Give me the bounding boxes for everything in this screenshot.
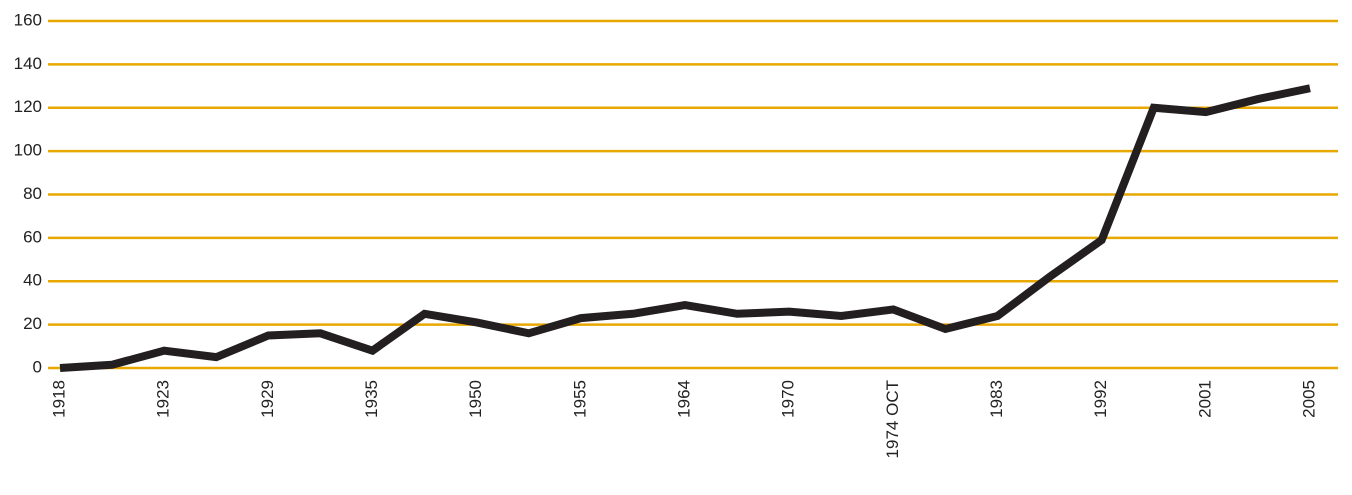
- y-tick-label: 0: [33, 357, 42, 376]
- y-tick-label: 20: [23, 314, 42, 333]
- x-tick-label: 1923: [154, 380, 173, 418]
- x-tick-label: 1983: [987, 380, 1006, 418]
- data-line: [59, 84, 1311, 372]
- x-tick-label: 1918: [49, 380, 68, 418]
- y-tick-label: 120: [14, 97, 42, 116]
- x-tick-label: 1935: [362, 380, 381, 418]
- y-tick-label: 40: [23, 271, 42, 290]
- x-tick-label: 1950: [466, 380, 485, 418]
- y-tick-label: 140: [14, 54, 42, 73]
- x-tick-label: 1929: [258, 380, 277, 418]
- x-tick-label: 1974 OCT: [883, 380, 902, 458]
- y-tick-label: 60: [23, 227, 42, 246]
- x-tick-label: 2005: [1299, 380, 1318, 418]
- x-tick-label: 1955: [570, 380, 589, 418]
- x-tick-label: 2001: [1195, 380, 1214, 418]
- y-tick-label: 160: [14, 10, 42, 29]
- y-tick-label: 80: [23, 184, 42, 203]
- x-tick-label: 1992: [1091, 380, 1110, 418]
- x-tick-label: 1970: [779, 380, 798, 418]
- y-tick-label: 100: [14, 141, 42, 160]
- x-tick-label: 1964: [674, 380, 693, 418]
